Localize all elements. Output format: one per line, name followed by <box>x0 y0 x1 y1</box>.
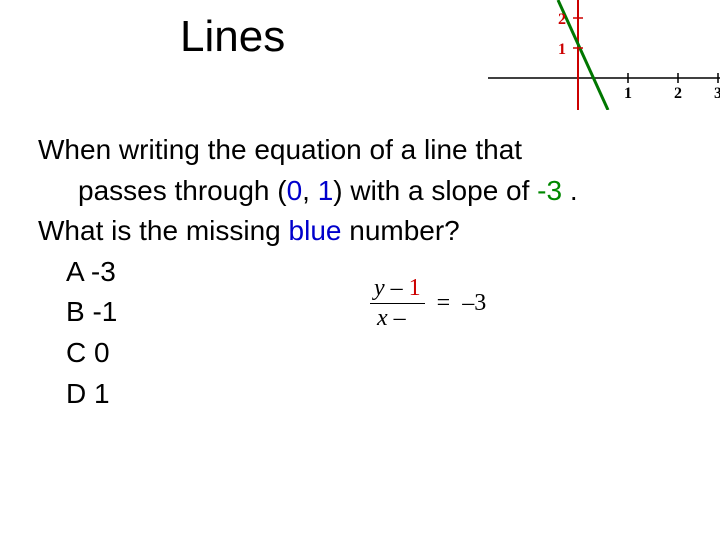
var-x: x <box>377 305 388 331</box>
text: ) with a slope of <box>333 175 537 206</box>
mini-graph: 1 2 3 1 2 <box>488 0 720 110</box>
line-3: What is the missing blue number? <box>38 211 578 252</box>
numerator: y – 1 <box>370 275 425 304</box>
svg-text:2: 2 <box>674 85 682 102</box>
text: number? <box>341 215 459 246</box>
equals: = <box>431 290 457 317</box>
option-d: D 1 <box>38 374 578 415</box>
slope-formula: y – 1 x – = –3 <box>370 275 492 332</box>
svg-text:1: 1 <box>558 41 566 58</box>
svg-text:2: 2 <box>558 11 566 28</box>
option-b: B -1 <box>38 292 578 333</box>
minus: – <box>385 275 409 301</box>
option-c: C 0 <box>38 333 578 374</box>
var-y: y <box>374 275 385 301</box>
blank <box>406 305 418 331</box>
text: passes through ( <box>78 175 287 206</box>
text: What is the missing <box>38 215 289 246</box>
fraction: y – 1 x – <box>370 275 425 332</box>
option-a: A -3 <box>38 252 578 293</box>
point-y: 1 <box>318 175 334 206</box>
minus: – <box>388 305 406 331</box>
rhs: –3 <box>456 290 492 317</box>
svg-text:1: 1 <box>624 85 632 102</box>
line-2: passes through (0, 1) with a slope of -3… <box>38 171 578 212</box>
svg-text:3: 3 <box>714 85 720 102</box>
denominator: x – <box>370 304 425 332</box>
text: . <box>562 175 578 206</box>
num-value: 1 <box>409 275 421 301</box>
point-x: 0 <box>287 175 303 206</box>
question-body: When writing the equation of a line that… <box>38 130 578 414</box>
comma: , <box>302 175 318 206</box>
slope-value: -3 <box>537 175 562 206</box>
blue-word: blue <box>289 215 342 246</box>
page-title: Lines <box>180 12 285 62</box>
line-1: When writing the equation of a line that <box>38 130 578 171</box>
